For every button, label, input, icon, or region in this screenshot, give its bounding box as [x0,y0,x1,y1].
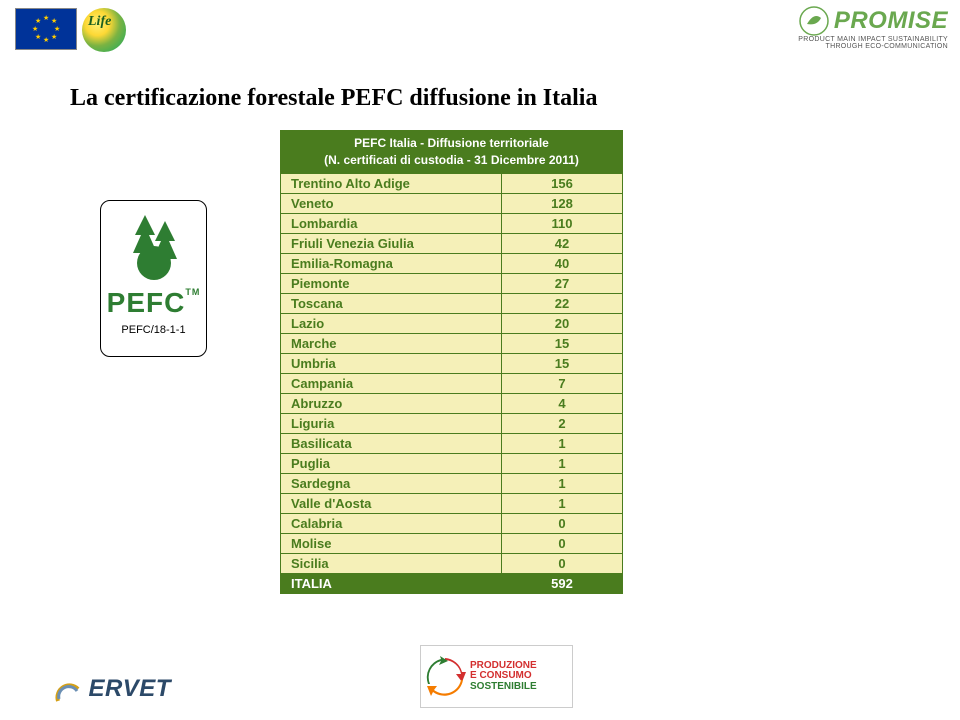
ervet-logo: ERVET [55,675,171,705]
region-cell: Lombardia [281,213,502,233]
table-row: Friuli Venezia Giulia42 [281,233,623,253]
header: ★ ★ ★ ★ ★ ★ ★ ★ Life PROMISE PRODUCT MAI… [0,0,960,70]
table-total-row: ITALIA592 [281,573,623,593]
table-header: PEFC Italia - Diffusione territoriale (N… [281,131,623,174]
table-row: Calabria0 [281,513,623,533]
region-cell: Trentino Alto Adige [281,173,502,193]
prod-line3: SOSTENIBILE [470,682,537,693]
value-cell: 0 [502,533,623,553]
region-cell: Molise [281,533,502,553]
leaf-icon [799,6,829,36]
value-cell: 22 [502,293,623,313]
region-cell: Sardegna [281,473,502,493]
table-row: Trentino Alto Adige156 [281,173,623,193]
value-cell: 20 [502,313,623,333]
life-text: Life [88,14,111,30]
pefc-code: PEFC/18-1-1 [101,324,206,336]
value-cell: 156 [502,173,623,193]
value-cell: 27 [502,273,623,293]
eu-flag-icon: ★ ★ ★ ★ ★ ★ ★ ★ [15,8,77,50]
region-cell: Liguria [281,413,502,433]
value-cell: 1 [502,433,623,453]
table-row: Puglia1 [281,453,623,473]
table-row: Molise0 [281,533,623,553]
value-cell: 0 [502,553,623,573]
table-row: Valle d'Aosta1 [281,493,623,513]
promise-name: PROMISE [834,7,948,35]
region-cell: Veneto [281,193,502,213]
table-row: Emilia-Romagna40 [281,253,623,273]
ervet-name: ERVET [88,675,171,702]
value-cell: 128 [502,193,623,213]
value-cell: 1 [502,473,623,493]
table-row: Veneto128 [281,193,623,213]
region-cell: Valle d'Aosta [281,493,502,513]
ervet-arc-icon [55,679,81,705]
region-cell: Piemonte [281,273,502,293]
table-row: Liguria2 [281,413,623,433]
region-cell: Toscana [281,293,502,313]
total-value-cell: 592 [502,573,623,593]
pefc-badge: PEFCTM PEFC/18-1-1 [100,200,207,357]
promise-logo: PROMISE PRODUCT MAIN IMPACT SUSTAINABILI… [798,6,948,50]
value-cell: 15 [502,353,623,373]
life-logo-icon: Life [82,8,132,53]
region-cell: Abruzzo [281,393,502,413]
value-cell: 1 [502,493,623,513]
value-cell: 15 [502,333,623,353]
table-row: Lombardia110 [281,213,623,233]
total-label-cell: ITALIA [281,573,502,593]
table-row: Umbria15 [281,353,623,373]
table-row: Toscana22 [281,293,623,313]
data-table: PEFC Italia - Diffusione territoriale (N… [280,130,623,594]
value-cell: 1 [502,453,623,473]
table-row: Lazio20 [281,313,623,333]
region-cell: Emilia-Romagna [281,253,502,273]
pefc-tm: TM [185,287,200,297]
value-cell: 110 [502,213,623,233]
table-row: Sardegna1 [281,473,623,493]
region-cell: Puglia [281,453,502,473]
table-header-line1: PEFC Italia - Diffusione territoriale [291,135,612,152]
recycle-arrows-icon [424,656,466,698]
page-title: La certificazione forestale PEFC diffusi… [70,85,597,112]
table-header-line2: (N. certificati di custodia - 31 Dicembr… [291,152,612,169]
value-cell: 4 [502,393,623,413]
prod-text: PRODUZIONE E CONSUMO SOSTENIBILE [470,661,537,693]
prod-line2: E CONSUMO [470,670,532,681]
pefc-trees-icon [119,211,189,281]
value-cell: 7 [502,373,623,393]
prod-consumo-logo: PRODUZIONE E CONSUMO SOSTENIBILE [420,645,573,708]
region-cell: Lazio [281,313,502,333]
value-cell: 42 [502,233,623,253]
table-row: Marche15 [281,333,623,353]
value-cell: 2 [502,413,623,433]
region-cell: Sicilia [281,553,502,573]
table-row: Sicilia0 [281,553,623,573]
pefc-label: PEFCTM [101,287,206,319]
table-row: Basilicata1 [281,433,623,453]
region-cell: Marche [281,333,502,353]
region-cell: Friuli Venezia Giulia [281,233,502,253]
promise-sub2: THROUGH ECO-COMMUNICATION [798,43,948,50]
region-cell: Umbria [281,353,502,373]
footer: ERVET PRODUZIONE E CONSUMO SOSTENIBILE [0,650,960,710]
region-cell: Calabria [281,513,502,533]
region-cell: Campania [281,373,502,393]
table-row: Campania7 [281,373,623,393]
pefc-label-text: PEFC [107,287,186,318]
region-cell: Basilicata [281,433,502,453]
value-cell: 0 [502,513,623,533]
table-row: Piemonte27 [281,273,623,293]
value-cell: 40 [502,253,623,273]
table-row: Abruzzo4 [281,393,623,413]
promise-sub1: PRODUCT MAIN IMPACT SUSTAINABILITY [798,36,948,43]
